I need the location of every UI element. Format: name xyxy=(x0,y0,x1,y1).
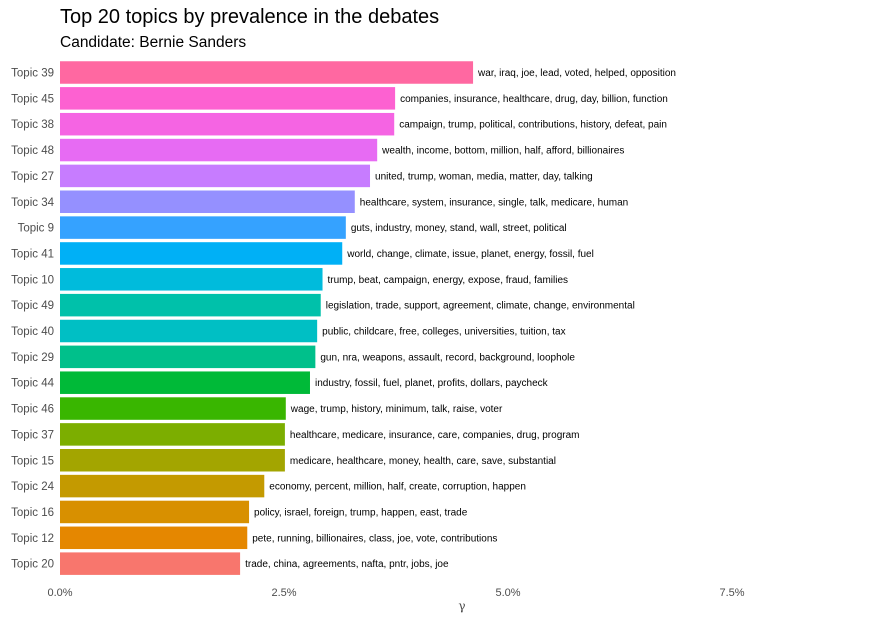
bar-word-label: companies, insurance, healthcare, drug, … xyxy=(400,94,668,105)
bar-word-label: public, childcare, free, colleges, unive… xyxy=(322,327,565,338)
y-tick-label: Topic 49 xyxy=(11,300,54,312)
x-axis-title: γ xyxy=(458,599,465,613)
bar-word-label: wage, trump, history, minimum, talk, rai… xyxy=(290,404,503,415)
x-axis-ticks: 0.0% 2.5% 5.0% 7.5% xyxy=(47,587,744,599)
bar-word-label: economy, percent, million, half, create,… xyxy=(269,482,526,493)
bar-word-label: industry, fossil, fuel, planet, profits,… xyxy=(315,378,549,389)
y-tick-label: Topic 29 xyxy=(11,352,54,364)
y-tick-label: Topic 12 xyxy=(11,533,54,545)
x-tick-label: 5.0% xyxy=(495,587,520,599)
bar-topic-24 xyxy=(60,474,265,498)
bar-topic-word-labels: war, iraq, joe, lead, voted, helped, opp… xyxy=(245,68,676,570)
bar-word-label: trade, china, agreements, nafta, pntr, j… xyxy=(245,559,449,570)
y-tick-label: Topic 24 xyxy=(11,481,54,493)
y-tick-label: Topic 46 xyxy=(11,404,54,416)
y-tick-label: Topic 48 xyxy=(11,145,54,157)
y-tick-label: Topic 45 xyxy=(11,93,54,105)
bar-word-label: guts, industry, money, stand, wall, stre… xyxy=(351,223,567,234)
y-tick-label: Topic 41 xyxy=(11,248,54,260)
bar-topic-20 xyxy=(60,552,241,575)
bar-topic-12 xyxy=(60,526,248,550)
y-tick-label: Topic 40 xyxy=(11,326,54,338)
y-tick-label: Topic 38 xyxy=(11,119,54,131)
y-axis-labels: Topic 39 Topic 45 Topic 38 Topic 48 Topic 27… xyxy=(11,68,54,571)
bar-topic-34 xyxy=(60,190,355,213)
bar-word-label: wealth, income, bottom, million, half, a… xyxy=(381,146,624,157)
bar-word-label: healthcare, system, insurance, single, t… xyxy=(360,197,628,208)
y-tick-label: Topic 44 xyxy=(11,378,54,390)
bar-word-label: campaign, trump, political, contribution… xyxy=(399,120,667,131)
y-tick-label: Topic 9 xyxy=(18,223,54,235)
chart-subtitle: Candidate: Bernie Sanders xyxy=(60,34,247,51)
x-tick-label: 7.5% xyxy=(719,587,744,599)
bar-topic-44 xyxy=(60,371,310,394)
y-tick-label: Topic 15 xyxy=(11,455,54,467)
bar-topic-16 xyxy=(60,500,250,524)
bar-topic-9 xyxy=(60,216,346,239)
bar-word-label: war, iraq, joe, lead, voted, helped, opp… xyxy=(477,68,676,79)
bar-topic-49 xyxy=(60,293,321,317)
x-tick-label: 0.0% xyxy=(47,587,72,599)
bar-word-label: gun, nra, weapons, assault, record, back… xyxy=(320,352,575,363)
bar-word-label: world, change, climate, issue, planet, e… xyxy=(346,249,594,260)
y-tick-label: Topic 39 xyxy=(11,68,54,80)
bar-topic-46 xyxy=(60,397,286,420)
bar-word-label: policy, israel, foreign, trump, happen, … xyxy=(254,507,468,518)
bar-topic-38 xyxy=(60,112,395,136)
bar-topic-10 xyxy=(60,268,323,291)
y-tick-label: Topic 27 xyxy=(11,171,54,183)
bar-word-label: united, trump, woman, media, matter, day… xyxy=(375,171,593,182)
bar-word-label: pete, running, billionaires, class, joe,… xyxy=(252,533,497,544)
y-tick-label: Topic 20 xyxy=(11,559,54,571)
y-tick-label: Topic 37 xyxy=(11,429,54,441)
bar-topic-40 xyxy=(60,319,318,343)
y-tick-label: Topic 10 xyxy=(11,274,54,286)
bar-topic-41 xyxy=(60,242,343,265)
bar-word-label: legislation, trade, support, agreement, … xyxy=(326,301,635,312)
bar-topic-37 xyxy=(60,423,285,446)
bar-topic-27 xyxy=(60,164,371,188)
bar-word-label: trump, beat, campaign, energy, expose, f… xyxy=(328,275,569,286)
bars-layer xyxy=(60,61,474,575)
bar-word-label: healthcare, medicare, insurance, care, c… xyxy=(290,430,580,441)
bar-topic-39 xyxy=(60,61,474,84)
bar-word-label: medicare, healthcare, money, health, car… xyxy=(290,456,556,467)
bar-topic-29 xyxy=(60,345,316,369)
chart-title: Top 20 topics by prevalence in the debat… xyxy=(60,6,440,28)
bar-topic-45 xyxy=(60,87,396,110)
x-tick-label: 2.5% xyxy=(271,587,296,599)
bar-topic-15 xyxy=(60,449,285,472)
y-tick-label: Topic 16 xyxy=(11,507,54,519)
y-tick-label: Topic 34 xyxy=(11,197,54,209)
bar-topic-48 xyxy=(60,138,378,162)
